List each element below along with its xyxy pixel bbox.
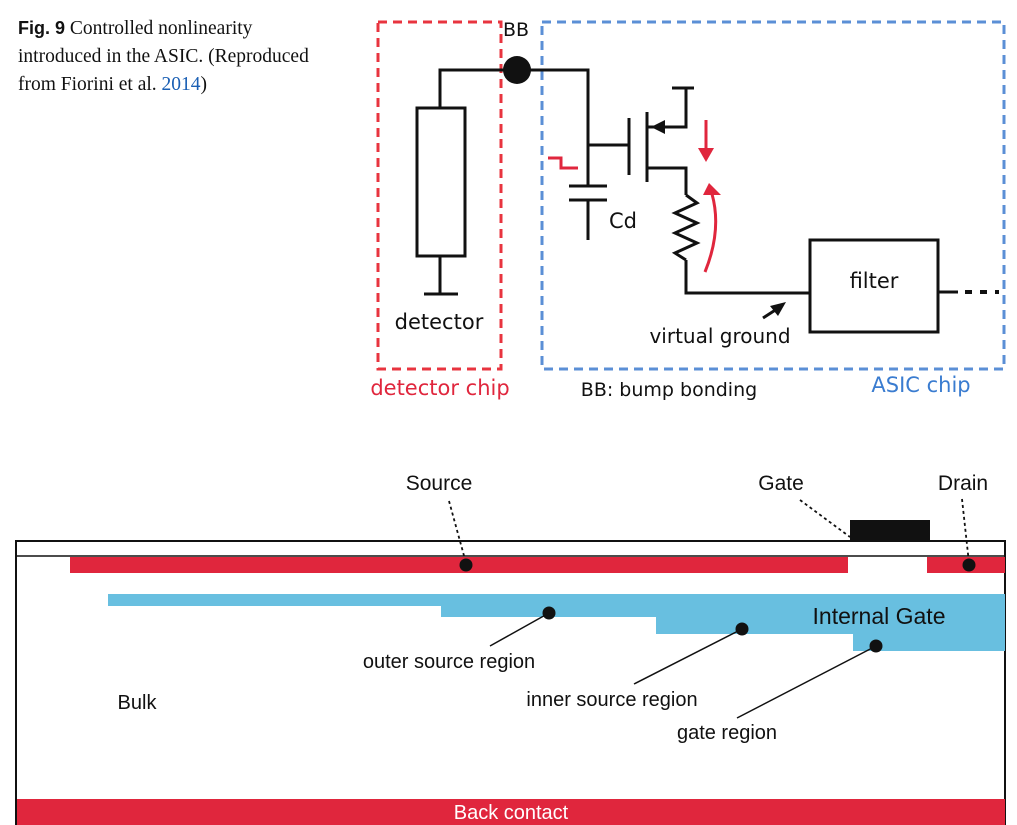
virtual-ground-arrow [770, 302, 786, 316]
resistor [671, 193, 701, 262]
virtual-ground-label: virtual ground [649, 324, 790, 348]
source-marker [459, 558, 473, 572]
detector-chip-boundary [376, 20, 503, 371]
device-outline [15, 540, 1006, 825]
drain-marker [962, 558, 976, 572]
transistor-drain-lead [647, 88, 688, 129]
detector-element [415, 106, 467, 258]
back-contact-label: Back contact [454, 802, 569, 824]
feedback-arrow [703, 193, 718, 273]
bump-bonding-label: BB: bump bonding [581, 379, 757, 401]
bb-label: BB [503, 19, 529, 41]
output-wire [684, 260, 810, 295]
gate-label: Gate [758, 472, 804, 495]
circuit-diagram: BB Cd detector filter virtual ground det… [370, 19, 1006, 401]
detector-chip-label: detector chip [370, 376, 509, 400]
transistor-arrow [651, 120, 665, 134]
bulk-label: Bulk [118, 692, 158, 714]
figure-caption: Fig. 9 Controlled nonlinearity introduce… [18, 14, 328, 99]
source-label: Source [406, 472, 473, 495]
citation-link[interactable]: 2014 [161, 74, 201, 95]
gate-region-marker [869, 639, 883, 653]
gate-region-label: gate region [677, 722, 777, 744]
filter-label: filter [850, 269, 899, 293]
transistor-source-lead [647, 166, 688, 195]
figure-label: Fig. 9 [18, 18, 66, 38]
drain-label: Drain [938, 472, 988, 495]
detector-wire [438, 68, 517, 108]
step-signal [548, 156, 578, 170]
caption-close: ) [200, 74, 208, 95]
cd-label: Cd [609, 209, 637, 233]
device-cross-section: Source Gate Drain Internal Gate outer so… [15, 472, 1006, 825]
outer-source-marker [542, 606, 556, 620]
feedback-arrow-head [703, 183, 721, 195]
bump-bond-dot [503, 56, 531, 84]
doped-regions [108, 594, 1005, 651]
gate-electrode [850, 520, 930, 541]
asic-chip-boundary [540, 20, 1006, 371]
caption-text: Controlled nonlinearity introduced in th… [18, 18, 309, 95]
continuation-dots [965, 290, 999, 294]
inner-source-marker [735, 622, 749, 636]
gate-wire [517, 68, 629, 147]
detector-label: detector [395, 310, 484, 334]
inner-source-label: inner source region [526, 689, 697, 711]
back-contact-bar [17, 799, 1005, 825]
filter-block [808, 238, 940, 334]
source-contact [70, 557, 848, 573]
asic-chip-label: ASIC chip [871, 373, 970, 397]
internal-gate-label: Internal Gate [813, 603, 946, 629]
outer-source-label: outer source region [363, 651, 535, 673]
drain-current-arrow [698, 148, 714, 162]
